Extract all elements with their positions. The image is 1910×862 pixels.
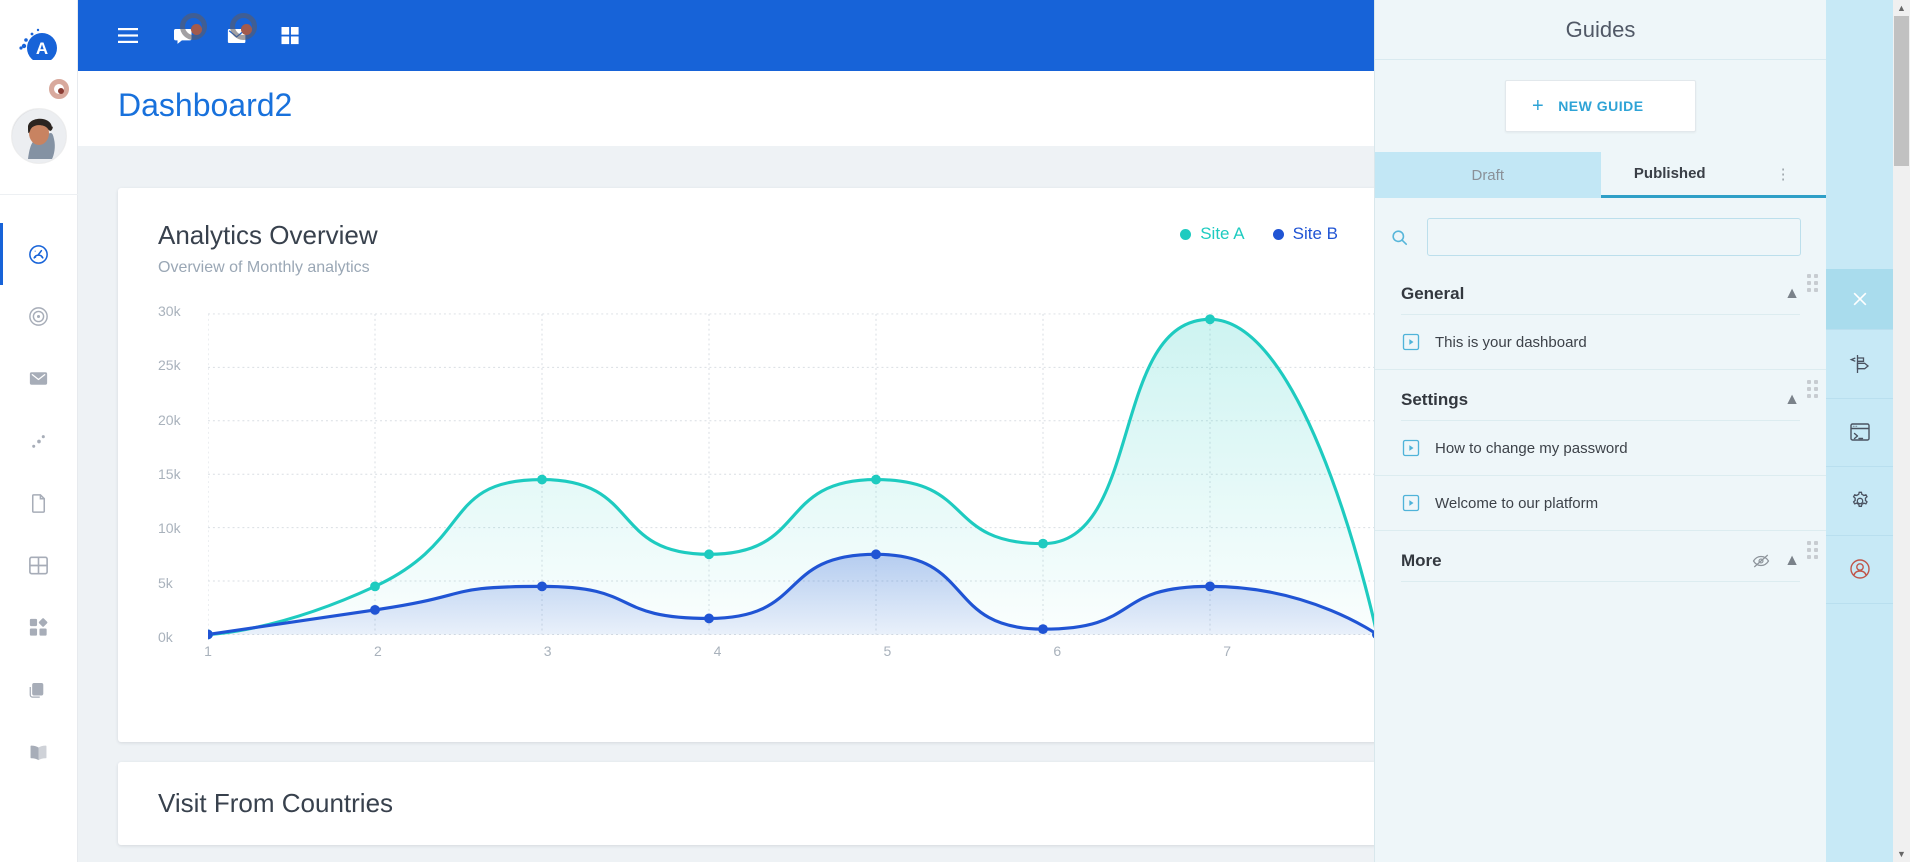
svg-text:A: A [35,39,47,58]
